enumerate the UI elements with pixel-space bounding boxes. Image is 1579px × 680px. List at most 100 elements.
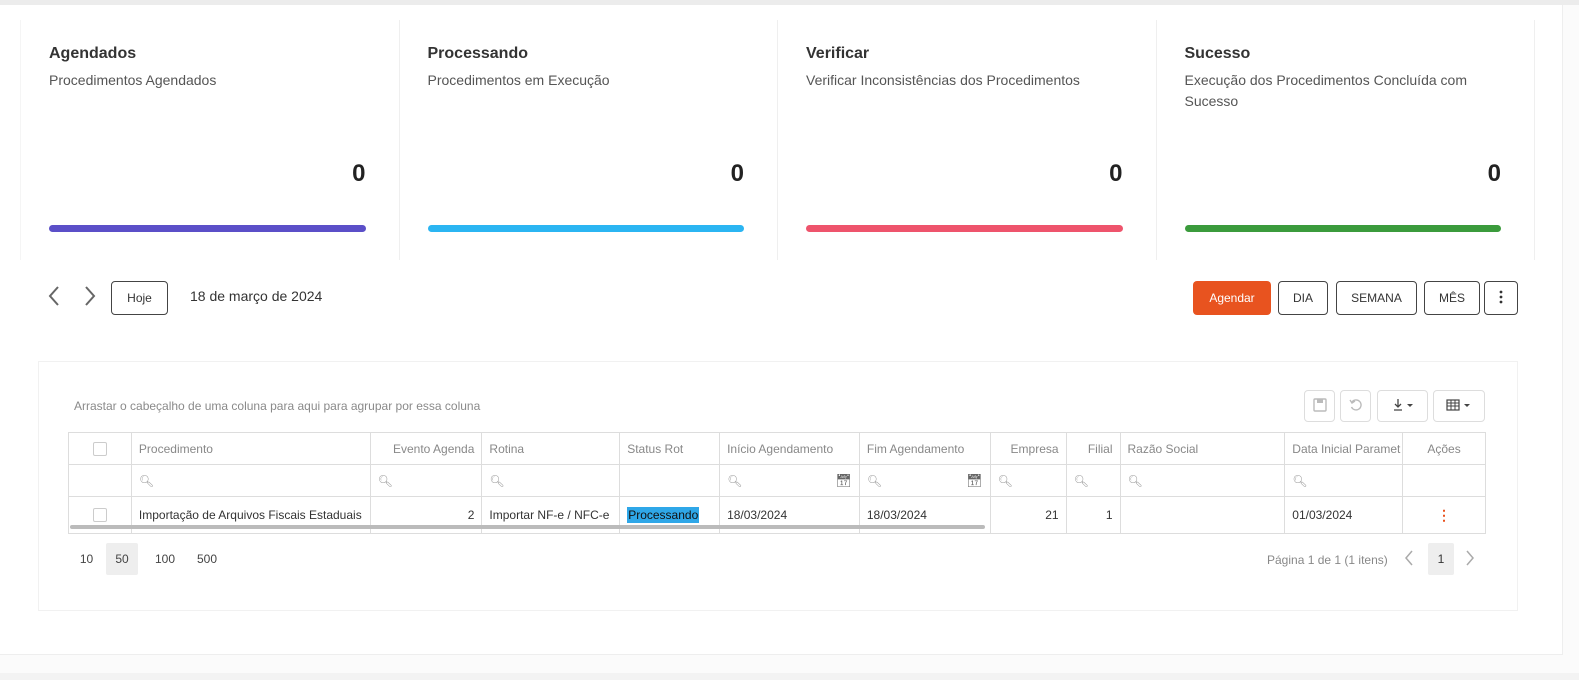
search-icon: 🔍︎ — [997, 473, 1013, 488]
filter-cell[interactable]: 🔍︎ — [991, 465, 1067, 496]
grid-panel — [38, 361, 1518, 611]
top-divider — [0, 0, 1579, 5]
calendar-icon[interactable]: 📅︎ — [835, 472, 852, 488]
filter-cell[interactable]: 🔍︎ — [371, 465, 483, 496]
cell-filial: 1 — [1067, 497, 1121, 533]
card-subtitle: Execução dos Procedimentos Concluída com… — [1184, 72, 1467, 109]
schedule-button[interactable]: Agendar — [1193, 281, 1271, 315]
search-icon: 🔍︎ — [377, 473, 393, 488]
cell-rotina: Importar NF-e / NFC-e — [482, 497, 621, 533]
page-size-500[interactable]: 500 — [196, 552, 218, 566]
card-count: 0 — [1109, 160, 1123, 187]
cell-empresa: 21 — [991, 497, 1067, 533]
prev-page-icon[interactable] — [1404, 549, 1414, 572]
undo-button[interactable] — [1340, 390, 1371, 422]
download-icon — [1392, 398, 1414, 415]
horizontal-scrollbar[interactable] — [70, 525, 985, 529]
table-row[interactable]: Importação de Arquivos Fiscais Estaduais… — [69, 497, 1485, 533]
card-title: Agendados — [49, 45, 137, 62]
column-header[interactable]: Empresa — [991, 433, 1067, 464]
card-progress-bar — [49, 225, 366, 232]
select-all-checkbox[interactable] — [69, 433, 132, 464]
card-progress-bar — [806, 225, 1123, 232]
search-icon: 🔍︎ — [1127, 473, 1143, 488]
pager-info: Página 1 de 1 (1 itens) — [1267, 553, 1388, 567]
status-highlight: Processando — [627, 507, 700, 523]
card-verificar[interactable]: Verificar Verificar Inconsistências dos … — [778, 20, 1157, 260]
filter-cell — [1403, 465, 1485, 496]
column-header[interactable]: Filial — [1067, 433, 1121, 464]
column-header[interactable]: Data Inicial Paramet — [1285, 433, 1404, 464]
calendar-icon[interactable]: 📅︎ — [966, 472, 983, 488]
card-progress-bar — [427, 225, 744, 232]
filter-cell[interactable]: 🔍︎ — [1121, 465, 1286, 496]
next-page-icon[interactable] — [1465, 549, 1475, 572]
save-icon — [1312, 397, 1327, 415]
more-vertical-icon — [1499, 290, 1503, 307]
card-agendados[interactable]: Agendados Procedimentos Agendados 0 — [20, 20, 400, 260]
cell-fim: 18/03/2024 — [860, 497, 991, 533]
column-header[interactable]: Rotina — [482, 433, 621, 464]
search-icon: 🔍︎ — [866, 473, 883, 488]
column-chooser-icon — [1446, 398, 1472, 415]
column-header[interactable]: Razão Social — [1121, 433, 1286, 464]
page-size-50[interactable]: 50 — [106, 543, 138, 575]
bottom-divider — [0, 673, 1579, 680]
card-title: Processando — [427, 45, 528, 62]
row-checkbox[interactable] — [69, 497, 132, 533]
view-day-button[interactable]: DIA — [1278, 281, 1328, 315]
view-week-button[interactable]: SEMANA — [1336, 281, 1417, 315]
cell-data-inicial: 01/03/2024 — [1285, 497, 1404, 533]
chevron-left-icon[interactable] — [44, 283, 64, 309]
column-chooser-button[interactable] — [1433, 390, 1485, 422]
filter-row: 🔍︎ 🔍︎ 🔍︎ 🔍︎ 📅︎ 🔍︎ 📅︎ 🔍︎ 🔍︎ 🔍︎ 🔍︎ — [69, 465, 1485, 497]
data-grid: Procedimento Evento Agenda Rotina Status… — [68, 432, 1486, 534]
cell-inicio: 18/03/2024 — [720, 497, 860, 533]
group-panel-hint[interactable]: Arrastar o cabeçalho de uma coluna para … — [74, 399, 481, 413]
card-title: Sucesso — [1184, 45, 1251, 62]
page-size-100[interactable]: 100 — [154, 552, 176, 566]
save-button[interactable] — [1304, 390, 1335, 422]
filter-cell[interactable]: 🔍︎ — [1285, 465, 1404, 496]
cell-status: Processando — [620, 497, 721, 533]
card-count: 0 — [352, 160, 366, 187]
more-options-button[interactable] — [1484, 281, 1518, 315]
filter-cell[interactable]: 🔍︎ — [132, 465, 371, 496]
column-header[interactable]: Status Rot — [620, 433, 721, 464]
card-progress-bar — [1184, 225, 1501, 232]
row-actions-icon[interactable]: ⋮ — [1437, 506, 1452, 523]
cell-procedimento: Importação de Arquivos Fiscais Estaduais — [132, 497, 371, 533]
undo-icon — [1348, 398, 1363, 415]
page-number[interactable]: 1 — [1428, 543, 1454, 575]
export-button[interactable] — [1377, 390, 1428, 422]
search-icon: 🔍︎ — [1073, 473, 1089, 488]
card-count: 0 — [1487, 160, 1501, 187]
filter-cell[interactable]: 🔍︎ — [1067, 465, 1121, 496]
today-button[interactable]: Hoje — [111, 281, 168, 315]
chevron-right-icon[interactable] — [80, 283, 100, 309]
column-header: Ações — [1427, 441, 1461, 456]
page-size-10[interactable]: 10 — [79, 552, 94, 566]
column-header[interactable]: Início Agendamento — [720, 433, 860, 464]
current-date: 18 de março de 2024 — [190, 288, 323, 304]
filter-cell — [69, 465, 132, 496]
cell-razao-social — [1121, 497, 1286, 533]
filter-cell[interactable]: 🔍︎ — [482, 465, 621, 496]
card-subtitle: Procedimentos em Execução — [427, 72, 610, 88]
filter-cell — [620, 465, 721, 496]
header-row: Procedimento Evento Agenda Rotina Status… — [69, 433, 1485, 465]
search-icon: 🔍︎ — [1292, 473, 1308, 488]
card-processando[interactable]: Processando Procedimentos em Execução 0 — [400, 20, 778, 260]
status-cards: Agendados Procedimentos Agendados 0 Proc… — [20, 20, 1535, 260]
view-month-button[interactable]: MÊS — [1424, 281, 1480, 315]
card-sucesso[interactable]: Sucesso Execução dos Procedimentos Concl… — [1157, 20, 1535, 260]
column-header[interactable]: Fim Agendamento — [860, 433, 991, 464]
column-header[interactable]: Procedimento — [132, 433, 371, 464]
row-actions-cell: ⋮ — [1403, 497, 1485, 533]
card-subtitle: Procedimentos Agendados — [49, 72, 217, 88]
filter-cell[interactable]: 🔍︎ 📅︎ — [720, 465, 860, 496]
filter-cell[interactable]: 🔍︎ 📅︎ — [860, 465, 991, 496]
column-header[interactable]: Evento Agenda — [371, 433, 483, 464]
search-icon: 🔍︎ — [489, 473, 505, 488]
